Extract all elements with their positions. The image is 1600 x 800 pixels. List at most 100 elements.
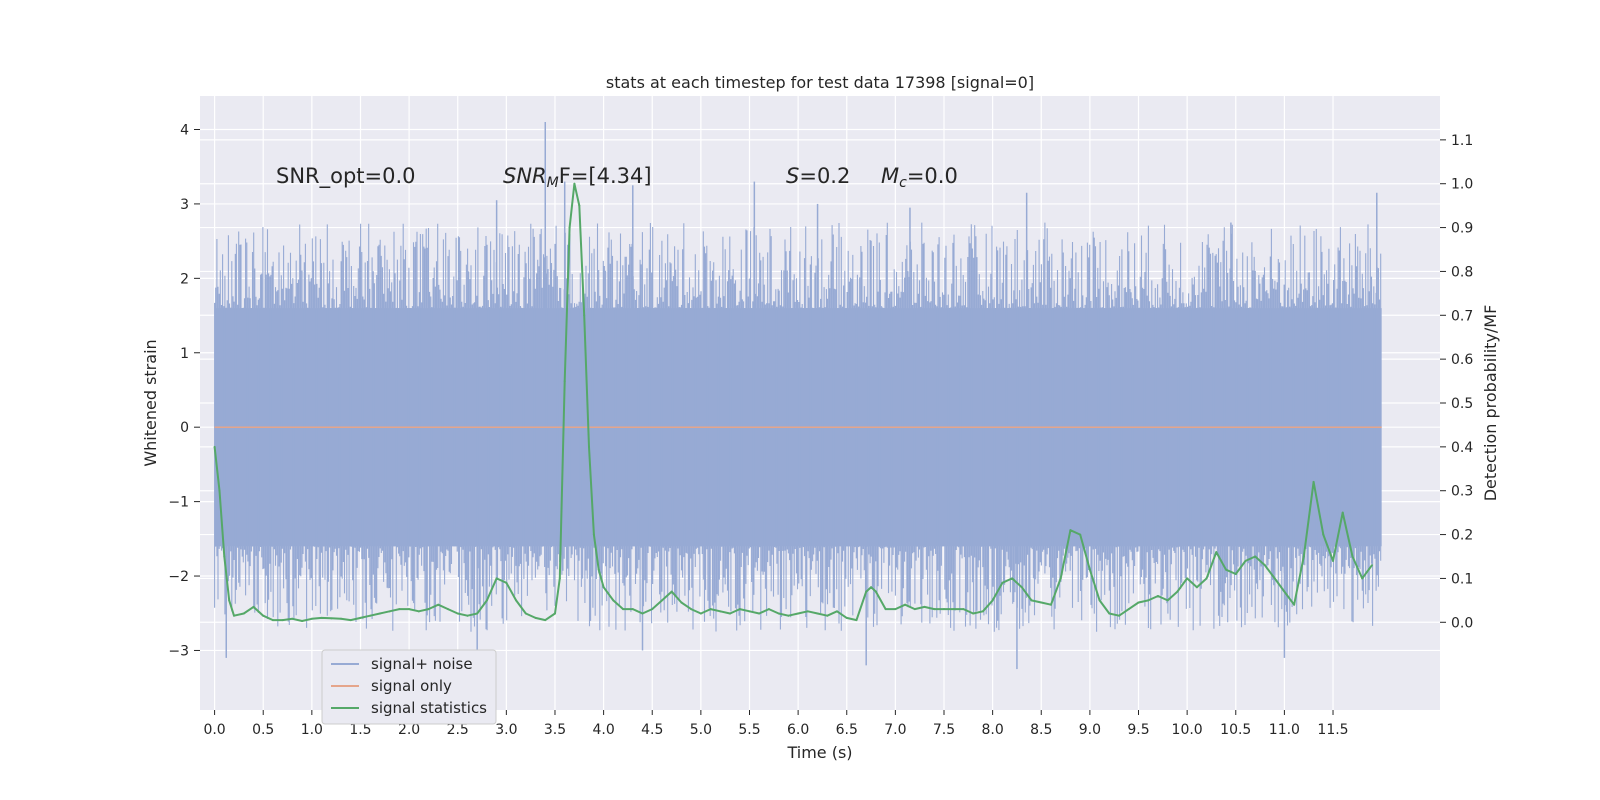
signal-statistics-point — [826, 614, 829, 617]
signal-statistics-point — [495, 577, 498, 580]
signal-statistics-point — [1011, 577, 1014, 580]
signal-statistics-point — [943, 608, 945, 611]
signal-statistics-point — [1332, 559, 1335, 562]
signal-statistics-point — [544, 619, 547, 622]
signal-statistics-point — [680, 601, 683, 604]
signal-statistics-point — [301, 619, 304, 622]
signal-statistics-point — [738, 608, 741, 611]
signal-statistics-point — [1254, 555, 1257, 558]
signal-statistics-point — [1302, 555, 1305, 558]
signal-statistics-point — [1186, 577, 1189, 580]
signal-statistics-point — [437, 603, 440, 606]
x-tick-label: 1.0 — [301, 722, 323, 738]
legend: signal+ noise signal only signal statist… — [321, 649, 497, 725]
signal-statistics-point — [787, 614, 790, 617]
signal-statistics-point — [719, 610, 722, 613]
signal-statistics-point — [1098, 599, 1101, 602]
signal-statistics-point — [952, 608, 955, 611]
signal-statistics-point — [447, 608, 449, 611]
signal-statistics-point — [981, 610, 984, 613]
signal-statistics-point — [1351, 555, 1354, 558]
signal-statistics-point — [1341, 511, 1344, 514]
signal-statistics-point — [310, 617, 313, 620]
signal-statistics-point — [1205, 577, 1208, 580]
signal-statistics-point — [1273, 577, 1276, 580]
signal-statistics-point — [631, 608, 634, 611]
signal-statistics-point — [933, 608, 936, 611]
signal-statistics-point — [553, 612, 556, 615]
signal-statistics-point — [1127, 608, 1130, 611]
legend-label-signal-only: signal only — [371, 677, 452, 695]
y2-tick-label: 0.0 — [1451, 615, 1473, 631]
annotation-s-main: S — [786, 164, 799, 188]
x-tick-label: 9.5 — [1127, 722, 1149, 738]
signal-statistics-point — [660, 599, 663, 602]
y2-tick-label: 0.6 — [1451, 352, 1473, 368]
annotation-mc: Mc=0.0 — [881, 164, 958, 191]
x-tick-label: 7.5 — [933, 722, 955, 738]
signal-statistics-point — [602, 586, 605, 589]
signal-statistics-point — [1069, 529, 1072, 532]
signal-statistics-point — [855, 619, 858, 622]
signal-statistics-point — [427, 608, 430, 611]
x-tick-label: 0.5 — [252, 722, 274, 738]
signal-statistics-point — [588, 445, 591, 448]
x-tick-label: 10.5 — [1220, 722, 1251, 738]
x-tick-label: 9.0 — [1079, 722, 1101, 738]
series-signal-statistics — [213, 182, 1373, 622]
annotation-s-rest: =0.2 — [799, 164, 850, 188]
annotation-snr-mf-main: SNR — [503, 164, 547, 188]
signal-statistics-point — [320, 616, 323, 619]
signal-statistics-point — [1244, 559, 1247, 562]
signal-statistics-point — [388, 610, 391, 613]
signal-statistics-point — [1088, 568, 1091, 571]
annotation-snr-opt: SNR_opt=0.0 — [276, 164, 416, 189]
signal-statistics-point — [369, 614, 372, 617]
y2-tick-label: 0.4 — [1451, 440, 1473, 456]
signal-statistics-point — [1156, 594, 1159, 597]
signal-statistics-point — [913, 608, 916, 611]
legend-box — [321, 649, 497, 725]
signal-statistics-point — [1176, 590, 1179, 593]
signal-statistics-point — [748, 610, 751, 613]
signal-statistics-points — [213, 182, 1373, 622]
annotation-snr-mf: SNRMF=[4.34] — [503, 164, 652, 191]
signal-statistics-point — [1370, 564, 1373, 567]
signal-statistics-point — [213, 445, 216, 448]
signal-statistics-point — [1001, 581, 1004, 584]
signal-statistics-point — [534, 616, 537, 619]
signal-statistics-point — [456, 612, 459, 615]
signal-statistics-point — [1147, 599, 1150, 602]
signal-statistics-point — [767, 608, 770, 611]
signal-statistics-point — [904, 603, 907, 606]
signal-statistics-point — [349, 619, 352, 622]
signal-statistics-point — [641, 612, 644, 615]
signal-statistics-point — [972, 612, 975, 615]
signal-statistics-point — [1225, 568, 1228, 571]
signal-statistics-point — [1020, 586, 1023, 589]
x-tick-label: 8.5 — [1030, 722, 1052, 738]
signal-statistics-point — [758, 612, 761, 615]
signal-statistics-point — [583, 314, 586, 317]
signal-statistics-point — [777, 612, 780, 615]
x-tick-label: 4.5 — [641, 722, 663, 738]
signal-statistics-point — [1312, 480, 1315, 483]
y-tick-label: 4 — [180, 122, 189, 138]
y-tick-label: 2 — [180, 271, 189, 287]
signal-statistics-point — [578, 204, 581, 207]
x-tick-label: 8.0 — [981, 722, 1003, 738]
y2-tick-label: 0.2 — [1451, 528, 1473, 544]
signal-statistics-point — [709, 608, 712, 611]
signal-statistics-point — [252, 605, 255, 608]
signal-statistics-point — [1108, 612, 1111, 615]
y2-tick-label: 0.5 — [1451, 396, 1473, 412]
signal-statistics-point — [378, 612, 381, 615]
y-ticks: −3 −2 −1 0 1 2 3 4 — [168, 122, 200, 659]
y-tick-label: 1 — [180, 346, 189, 362]
signal-statistics-point — [1137, 601, 1140, 604]
signal-statistics-point — [690, 608, 693, 611]
annotation-s: S=0.2 — [786, 164, 850, 188]
annotation-snr-mf-rest: F=[4.34] — [559, 164, 652, 188]
y2-axis-label: Detection probability/MF — [1481, 305, 1500, 502]
